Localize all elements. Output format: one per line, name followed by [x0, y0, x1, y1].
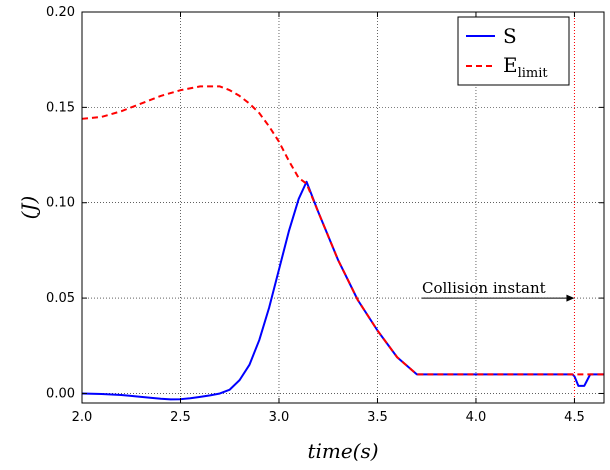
ticks: 2.0 2.5 3.0 3.5 4.0 4.5 0.00 0.05 0.10 0.15 0.20: [46, 5, 604, 425]
legend: S Elimit: [457, 16, 570, 86]
legend-label-e-main: E: [503, 53, 518, 77]
legend-box: [457, 16, 570, 86]
legend-label-s: S: [503, 24, 517, 48]
y-tick-label: 0.00: [46, 386, 75, 401]
legend-label-e-sub: limit: [518, 66, 549, 81]
y-tick-label: 0.20: [46, 5, 75, 20]
series-line-e-limit: [81, 85, 604, 376]
annotation-text: Collision instant: [422, 279, 546, 297]
x-axis-label: time(s): [307, 439, 378, 463]
y-tick-label: 0.05: [46, 291, 75, 306]
x-tick-label: 3.5: [367, 410, 388, 425]
x-tick-label: 3.0: [269, 410, 290, 425]
x-tick-label: 4.0: [466, 410, 487, 425]
plot-frame: [81, 11, 605, 404]
annotation-arrowhead: [566, 294, 575, 302]
x-tick-label: 4.5: [564, 410, 585, 425]
collision-annotation: Collision instant: [422, 279, 575, 302]
x-tick-label: 2.5: [170, 410, 191, 425]
series-layer: [81, 85, 604, 401]
y-axis-label: (J): [17, 196, 41, 220]
legend-label-e-limit: Elimit: [503, 53, 548, 81]
x-tick-label: 2.0: [72, 410, 93, 425]
y-tick-label: 0.15: [46, 100, 75, 115]
y-tick-label: 0.10: [46, 196, 75, 211]
